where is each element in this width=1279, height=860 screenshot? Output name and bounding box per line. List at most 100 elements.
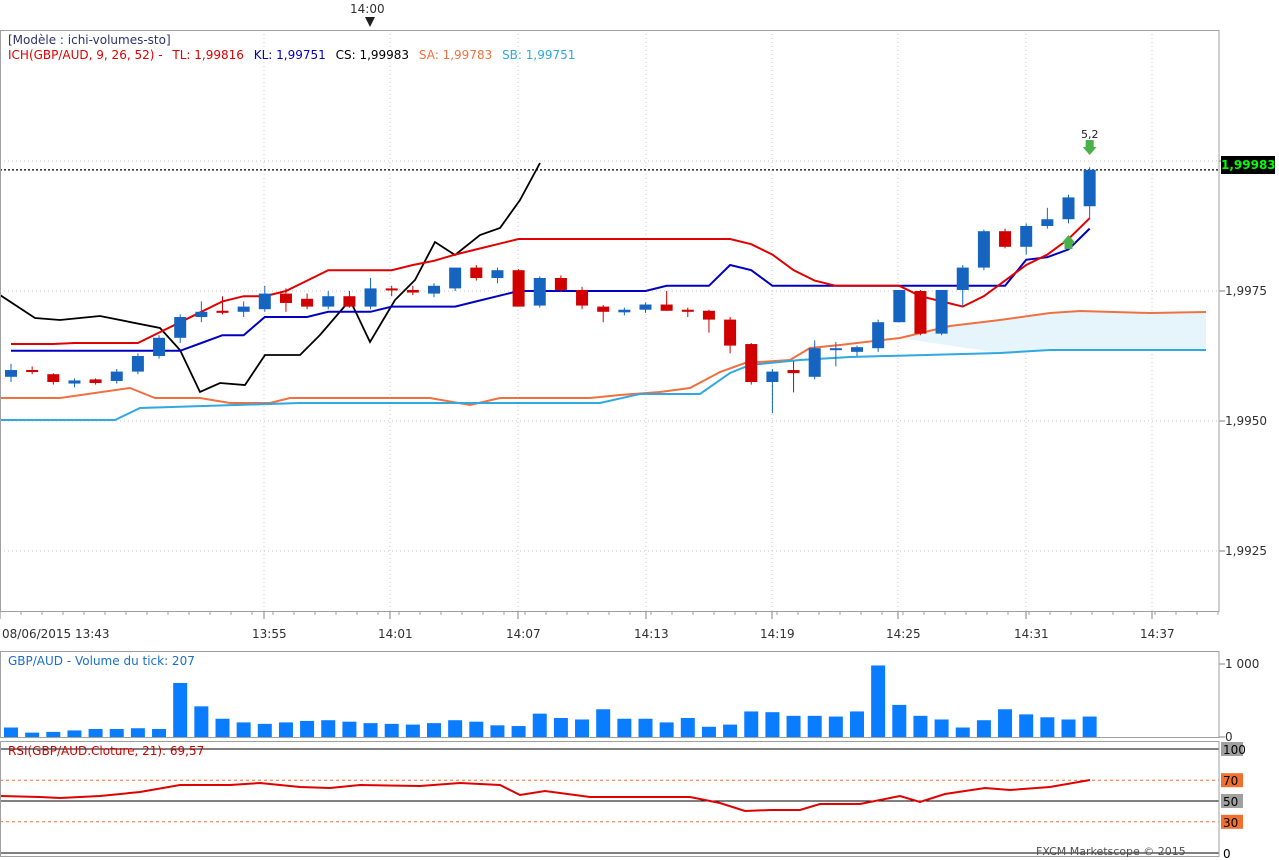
volume-bar[interactable] [321,720,336,737]
volume-bars[interactable] [4,665,1097,737]
volume-bar[interactable] [680,718,695,737]
volume-bar[interactable] [257,723,272,737]
volume-bar[interactable] [4,727,18,737]
candle[interactable] [1062,194,1075,224]
candle-body[interactable] [301,298,314,307]
volume-bar[interactable] [215,718,230,737]
candle[interactable] [237,301,250,317]
candle[interactable] [808,340,821,380]
candle-body[interactable] [110,371,123,381]
candle-body[interactable] [279,293,292,303]
volume-bar[interactable] [88,728,103,737]
candle[interactable] [322,291,335,310]
candle-body[interactable] [681,309,694,312]
candle[interactable] [618,307,631,316]
candle-body[interactable] [999,231,1012,247]
volume-bar[interactable] [25,732,40,737]
candle-body[interactable] [512,270,525,307]
volume-bar[interactable] [976,720,991,737]
candle[interactable] [5,363,17,382]
candle[interactable] [639,302,652,313]
candle[interactable] [279,288,292,312]
volume-bar[interactable] [955,727,970,737]
candle-body[interactable] [639,304,652,310]
candle-body[interactable] [343,296,356,307]
volume-bar[interactable] [236,722,251,737]
candle-body[interactable] [364,288,377,307]
volume-bar[interactable] [807,715,822,737]
volume-bar[interactable] [384,723,399,737]
volume-bar[interactable] [575,719,590,737]
candle-body[interactable] [491,270,504,278]
candle-body[interactable] [956,267,969,290]
candle[interactable] [301,293,314,310]
candle-body[interactable] [153,337,166,356]
volume-bar[interactable] [405,724,420,737]
volume-bar[interactable] [342,721,357,737]
volume-bar[interactable] [765,712,780,737]
candle-body[interactable] [660,304,673,311]
candle-body[interactable] [554,278,567,290]
volume-bar[interactable] [828,716,843,737]
candle-body[interactable] [808,348,821,377]
volume-bar[interactable] [1019,714,1034,737]
candle-body[interactable] [914,291,927,334]
volume-bar[interactable] [850,711,864,737]
candle[interactable] [491,267,504,284]
volume-bar[interactable] [448,720,463,737]
candle-body[interactable] [216,310,229,313]
volume-bar[interactable] [617,718,632,737]
volume-bar[interactable] [913,715,928,737]
volume-bar[interactable] [469,721,484,737]
candle[interactable] [512,269,525,307]
candle-body[interactable] [47,374,60,382]
time-marker-icon[interactable] [365,17,375,27]
candle-body[interactable] [766,371,779,382]
candle[interactable] [110,369,123,384]
volume-bar[interactable] [363,723,378,737]
candle-body[interactable] [893,289,906,323]
candle[interactable] [343,291,356,308]
volume-bar[interactable] [701,726,716,737]
candle-body[interactable] [1083,169,1096,207]
candle-body[interactable] [174,317,187,338]
candles[interactable] [5,167,1096,414]
volume-bar[interactable] [427,723,441,737]
candle[interactable] [1041,207,1054,229]
candle-body[interactable] [237,306,250,312]
candle[interactable] [47,373,60,385]
volume-bar[interactable] [109,728,124,737]
candle[interactable] [829,341,842,367]
volume-bar[interactable] [871,665,886,737]
candle-body[interactable] [618,309,631,313]
candle-body[interactable] [829,348,842,351]
candle[interactable] [68,378,81,388]
candle[interactable] [174,314,187,343]
candle-body[interactable] [89,379,102,384]
volume-bar[interactable] [152,728,167,737]
candle-body[interactable] [977,231,990,268]
volume-bar[interactable] [490,725,505,737]
candle-body[interactable] [1041,219,1054,226]
volume-bar[interactable] [892,704,907,737]
candle[interactable] [406,285,419,296]
volume-bar[interactable] [934,719,949,737]
volume-bar[interactable] [659,722,674,737]
volume-bar[interactable] [1082,716,1097,737]
candle[interactable] [153,335,166,359]
candle[interactable] [745,343,758,385]
candle-body[interactable] [449,267,462,289]
candle-body[interactable] [68,380,81,384]
candle-body[interactable] [131,356,144,372]
candle[interactable] [597,305,610,323]
candle[interactable] [872,319,885,352]
candle[interactable] [89,378,102,385]
candle-body[interactable] [1062,197,1075,220]
candle[interactable] [956,265,969,307]
candle[interactable] [702,309,715,333]
candle[interactable] [216,296,229,315]
volume-bar[interactable] [786,715,801,737]
candle-body[interactable] [935,289,948,334]
candle-body[interactable] [470,267,483,278]
